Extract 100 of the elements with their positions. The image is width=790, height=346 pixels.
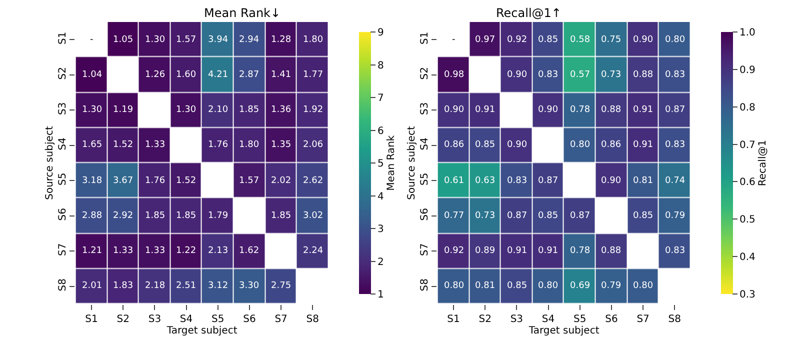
data-label: 3.30 (239, 281, 260, 291)
data-label: 0.92 (507, 35, 528, 45)
x-tick-label: S3 (510, 314, 524, 325)
data-label: 0.83 (665, 70, 686, 80)
color-bar-label: 7 (378, 93, 384, 104)
x-tick-label: S2 (116, 314, 130, 325)
data-label: 0.90 (633, 35, 654, 45)
color-bar-label: 5 (378, 158, 384, 170)
color-bar-title: Recall@1 (757, 140, 768, 186)
color-bar-label: 0.3 (740, 290, 756, 300)
data-label: 1.22 (176, 246, 196, 256)
x-tick-label: S4 (180, 314, 193, 325)
text: - (452, 35, 456, 45)
data-label: 0.75 (601, 35, 622, 45)
data-label: 3.12 (208, 281, 228, 291)
data-label: 0.97 (475, 35, 496, 45)
chart-title: Recall@1↑ (496, 6, 562, 20)
data-label: 0.91 (475, 105, 496, 115)
y-tick-label: S7 (58, 243, 69, 256)
data-label: 0.87 (570, 211, 590, 221)
data-label: 0.86 (444, 140, 464, 150)
color-bar-label: 2 (378, 256, 384, 268)
chart-title: Mean Rank↓ (204, 6, 281, 20)
data-label: 0.87 (665, 105, 686, 115)
x-tick-label: S2 (478, 314, 492, 325)
data-label: 2.02 (271, 176, 292, 186)
data-label: 1.80 (303, 35, 324, 45)
data-label: 2.75 (271, 281, 292, 291)
color-bar-label: 0.6 (740, 177, 756, 188)
x-tick-label: S6 (243, 314, 256, 325)
x-tick-label: S7 (636, 314, 650, 325)
data-label: 1.79 (208, 211, 228, 221)
data-label: 2.18 (145, 281, 166, 291)
data-label: 1.92 (303, 105, 324, 115)
text: - (90, 35, 94, 45)
data-label: 1.21 (82, 246, 102, 256)
color-bar-label: 0.7 (740, 140, 756, 151)
color-bar-label: 6 (378, 126, 384, 137)
x-tick-label: S1 (85, 314, 98, 325)
data-label: 0.63 (475, 176, 496, 186)
data-label: 1.62 (239, 246, 260, 256)
data-label: 0.98 (444, 70, 464, 80)
y-tick-label: S8 (420, 278, 431, 292)
data-label: 0.85 (538, 35, 558, 45)
data-label: 2.87 (239, 70, 260, 80)
data-label: 1.33 (113, 246, 134, 256)
data-label: 1.57 (176, 35, 196, 45)
x-tick-label: S5 (574, 314, 586, 325)
data-label: 0.90 (601, 176, 622, 186)
data-label: 1.80 (239, 140, 260, 150)
data-label: 2.92 (113, 211, 134, 221)
data-label: 1.76 (145, 176, 166, 186)
data-label: 1.77 (303, 70, 324, 80)
data-label: 0.83 (538, 70, 558, 80)
data-label: 0.80 (665, 35, 686, 45)
data-label: 1.41 (271, 70, 292, 80)
data-label: 0.86 (601, 140, 622, 150)
x-tick-label: S1 (447, 314, 460, 325)
data-label: 0.78 (570, 105, 590, 115)
color-bar-label: 0.8 (740, 102, 756, 114)
data-label: 0.80 (633, 281, 654, 291)
data-label: 3.94 (208, 35, 228, 45)
y-tick-label: S5 (420, 172, 431, 186)
data-label: 0.85 (633, 211, 654, 221)
y-tick-label: S6 (420, 208, 431, 221)
data-label: 0.90 (444, 105, 464, 115)
x-tick-label: S6 (605, 314, 618, 325)
data-label: 0.81 (475, 281, 496, 291)
data-label: 0.83 (665, 140, 686, 150)
data-label: 0.57 (570, 70, 590, 80)
data-label: 0.91 (633, 140, 654, 150)
data-label: 2.13 (208, 246, 228, 256)
data-label: 1.65 (82, 140, 102, 150)
data-label: 2.06 (303, 140, 324, 150)
data-label: 0.88 (601, 246, 622, 256)
data-label: 0.77 (444, 211, 464, 221)
x-tick-label: S3 (148, 314, 162, 325)
data-label: 0.61 (444, 176, 464, 186)
x-tick-label: S4 (542, 314, 555, 325)
y-tick-label: S5 (58, 172, 69, 186)
data-label: 1.52 (113, 140, 134, 150)
data-label: 1.52 (176, 176, 196, 186)
x-tick-label: S7 (274, 314, 288, 325)
color-bar-label: 0.9 (740, 64, 756, 76)
data-label: 1.60 (176, 70, 196, 80)
y-tick-label: S1 (420, 32, 431, 44)
data-label: 0.80 (444, 281, 464, 291)
color-bar-label: 0.5 (740, 214, 756, 226)
data-label: 1.28 (271, 35, 292, 45)
x-axis-title: Target subject (166, 326, 238, 336)
data-label: 0.78 (570, 246, 590, 256)
data-label: 2.51 (176, 281, 196, 291)
data-label: 0.87 (507, 211, 528, 221)
y-tick-label: S1 (58, 32, 69, 44)
x-tick-label: S8 (306, 314, 320, 325)
data-label: 0.89 (475, 246, 496, 256)
data-label: 1.36 (271, 105, 292, 115)
data-label: 1.30 (176, 105, 196, 115)
data-label: 0.90 (507, 140, 528, 150)
data-label: 0.79 (665, 211, 686, 221)
